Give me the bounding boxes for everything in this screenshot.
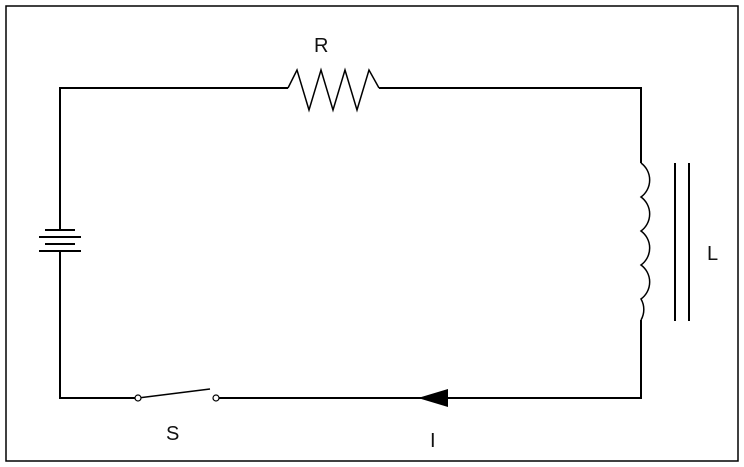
inductor-coil xyxy=(639,162,651,321)
diagram-frame xyxy=(5,5,739,462)
current-arrow xyxy=(418,389,448,407)
resistor-label: R xyxy=(314,35,328,57)
battery-symbol xyxy=(39,229,81,252)
bottom-wire-left xyxy=(59,252,135,399)
top-wire-left xyxy=(59,87,288,230)
inductor-label: L xyxy=(707,243,718,265)
switch-label: S xyxy=(166,423,179,445)
top-wire-right xyxy=(379,87,642,163)
current-label: I xyxy=(430,430,436,452)
switch-contact-left xyxy=(134,394,142,402)
switch-contact-right xyxy=(212,394,220,402)
resistor-symbol xyxy=(287,67,380,113)
bottom-wire-right xyxy=(216,320,642,399)
switch-blade xyxy=(137,388,211,399)
